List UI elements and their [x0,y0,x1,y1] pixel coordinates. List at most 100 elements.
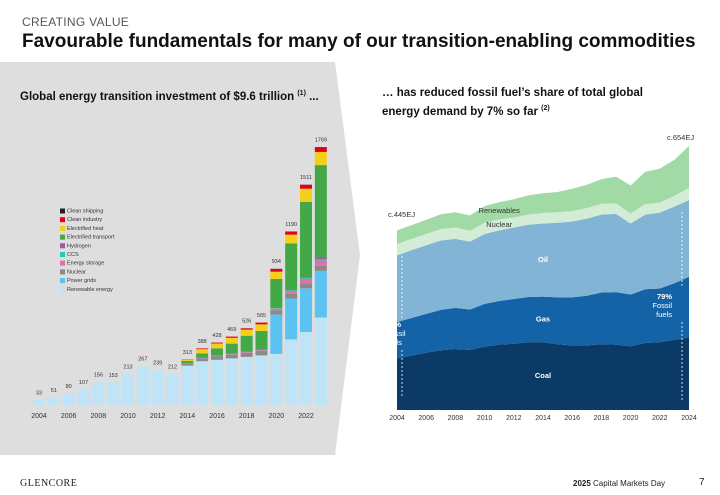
bar-segment [211,356,223,360]
page-number: 7 [699,477,705,488]
total-label: 239 [153,361,162,367]
bar-segment [314,165,327,258]
total-label: 469 [227,327,236,333]
share-annotation: 86% Fossil fuels [386,320,418,347]
bar-segment [285,243,298,291]
legend-label: Electrified heat [67,226,104,232]
bar-segment [196,361,209,405]
bar-segment [255,330,268,350]
x-tick-label: 2014 [180,413,196,420]
x-tick-label: 2008 [448,415,464,422]
bar-segment [211,342,223,344]
x-tick-label: 2012 [150,413,166,420]
bar-segment [314,257,327,260]
bar-segment [255,355,268,405]
bar-segment [300,283,312,289]
chart-title-text: Global energy transition investment of $… [20,90,295,103]
footer-event: 2025 Capital Markets Day [573,479,665,488]
bar-segment [240,335,253,352]
bar-segment [270,310,283,315]
legend-label: Hydrogen [67,243,91,249]
bar-segment [225,354,238,359]
bar-segment [225,343,238,354]
bar-segment [300,278,312,279]
x-tick-label: 2004 [389,415,405,422]
chart-title-suffix: ... [309,90,319,103]
x-tick-label: 2010 [120,413,136,420]
area-label: Coal [535,371,551,380]
legend-swatch [60,234,65,240]
investment-chart: 33 2004 51 80 2006 107 156 2008 153 213 2010 267 239… [31,137,327,419]
area [397,276,689,359]
bar-segment [314,317,327,405]
legend-label: Clean industry [67,217,102,223]
area-label: Oil [538,255,548,264]
legend-label: CCS [67,252,79,258]
footnote-ref: (2) [541,105,550,112]
total-label: 526 [242,319,251,325]
bar-segment [181,359,194,361]
x-tick-label: 2016 [564,415,580,422]
bar-segment [196,353,209,358]
bar-segment [300,278,312,284]
x-tick-label: 2022 [298,413,314,420]
x-tick-label: 2014 [535,415,551,422]
area-label: Nuclear [486,220,512,229]
bar-segment [211,348,223,356]
bar-segment [285,290,298,291]
legend-label: Clean shipping [67,208,103,214]
area-label: Renewables [479,206,521,215]
total-label: 1769 [315,137,327,143]
bar-segment [240,352,253,357]
kicker: CREATING VALUE [22,15,130,29]
area [397,187,689,256]
bar-segment [225,337,238,344]
total-label: 388 [198,339,207,345]
total-label: 267 [138,357,147,363]
share-note: Fossil fuels [386,329,406,347]
chart-title: Global energy transition investment of $… [20,86,319,105]
legend-swatch [60,252,65,257]
total-label: c.654EJ [667,133,695,142]
area [397,200,689,322]
x-tick-label: 2006 [418,415,434,422]
area [397,146,689,245]
chart-title: … has reduced fossil fuel’s share of tot… [382,86,682,120]
legend-swatch [60,286,65,292]
bar-segment [122,373,134,405]
bar-segment [62,393,75,405]
bar-segment [314,265,327,271]
legend-label: Renewable energy [67,287,113,293]
share-value: 86% [386,320,402,329]
x-tick-label: 2020 [269,413,285,420]
total-label: 153 [109,373,118,379]
bar-segment [240,328,253,330]
total-label: 565 [257,313,266,319]
total-label: 313 [183,350,192,356]
bar-segment [270,268,283,272]
total-label: c.445EJ [388,210,416,219]
total-label: 934 [272,259,281,265]
logo: GLENCORE [20,478,78,489]
x-tick-label: 2010 [477,415,493,422]
footer-event-name: Capital Markets Day [593,479,666,488]
bar-segment [285,231,298,235]
bar-segment [314,151,327,166]
bar-segment [270,308,283,311]
bar-segment [151,370,164,405]
total-label: 212 [168,365,177,371]
x-tick-label: 2018 [594,415,610,422]
bar-segment [300,288,312,333]
bar-segment [196,349,209,354]
legend-swatch [60,260,65,266]
bar-segment [300,201,312,278]
legend-swatch [60,243,65,249]
bar-segment [285,293,298,299]
bar-segment [225,336,238,338]
share-annotation: 79% Fossil fuels [644,292,672,319]
bar-segment [285,298,298,340]
footer-year: 2025 [573,479,591,488]
area-label: Gas [536,314,550,323]
bar-segment [196,358,209,362]
